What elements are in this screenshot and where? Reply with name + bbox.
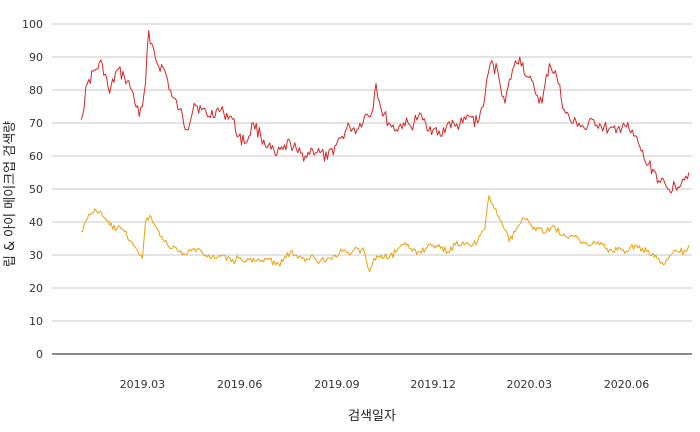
- series-line-1: [80, 195, 690, 272]
- series-line-0: [80, 30, 690, 194]
- y-tick-label: 10: [29, 315, 43, 328]
- x-tick-label: 2019.06: [217, 378, 263, 391]
- grid-lines: [52, 23, 692, 322]
- x-tick-label: 2020.06: [604, 378, 650, 391]
- series-lines: [80, 30, 690, 272]
- x-tick-label: 2019.12: [410, 378, 456, 391]
- y-axis-title: 립 & 아이 메이크업 검색량: [3, 121, 18, 267]
- y-tick-label: 0: [36, 348, 43, 361]
- y-tick-label: 20: [29, 282, 43, 295]
- y-tick-label: 40: [29, 216, 43, 229]
- x-axis-title: 검색일자: [348, 409, 396, 424]
- y-tick-label: 50: [29, 183, 43, 196]
- y-tick-label: 90: [29, 51, 43, 64]
- x-tick-label: 2019.09: [314, 378, 360, 391]
- x-axis-ticks: 2019.03 2019.06 2019.09 2019.12 2020.03 2020.…: [120, 378, 650, 391]
- y-axis-ticks: 0 10 20 30 40 50 60 70 80 90 100: [22, 18, 43, 361]
- y-tick-label: 100: [22, 18, 43, 31]
- y-tick-label: 70: [29, 117, 43, 130]
- y-tick-label: 30: [29, 249, 43, 262]
- y-tick-label: 80: [29, 84, 43, 97]
- x-tick-label: 2019.03: [120, 378, 166, 391]
- x-tick-label: 2020.03: [507, 378, 553, 391]
- y-tick-label: 60: [29, 150, 43, 163]
